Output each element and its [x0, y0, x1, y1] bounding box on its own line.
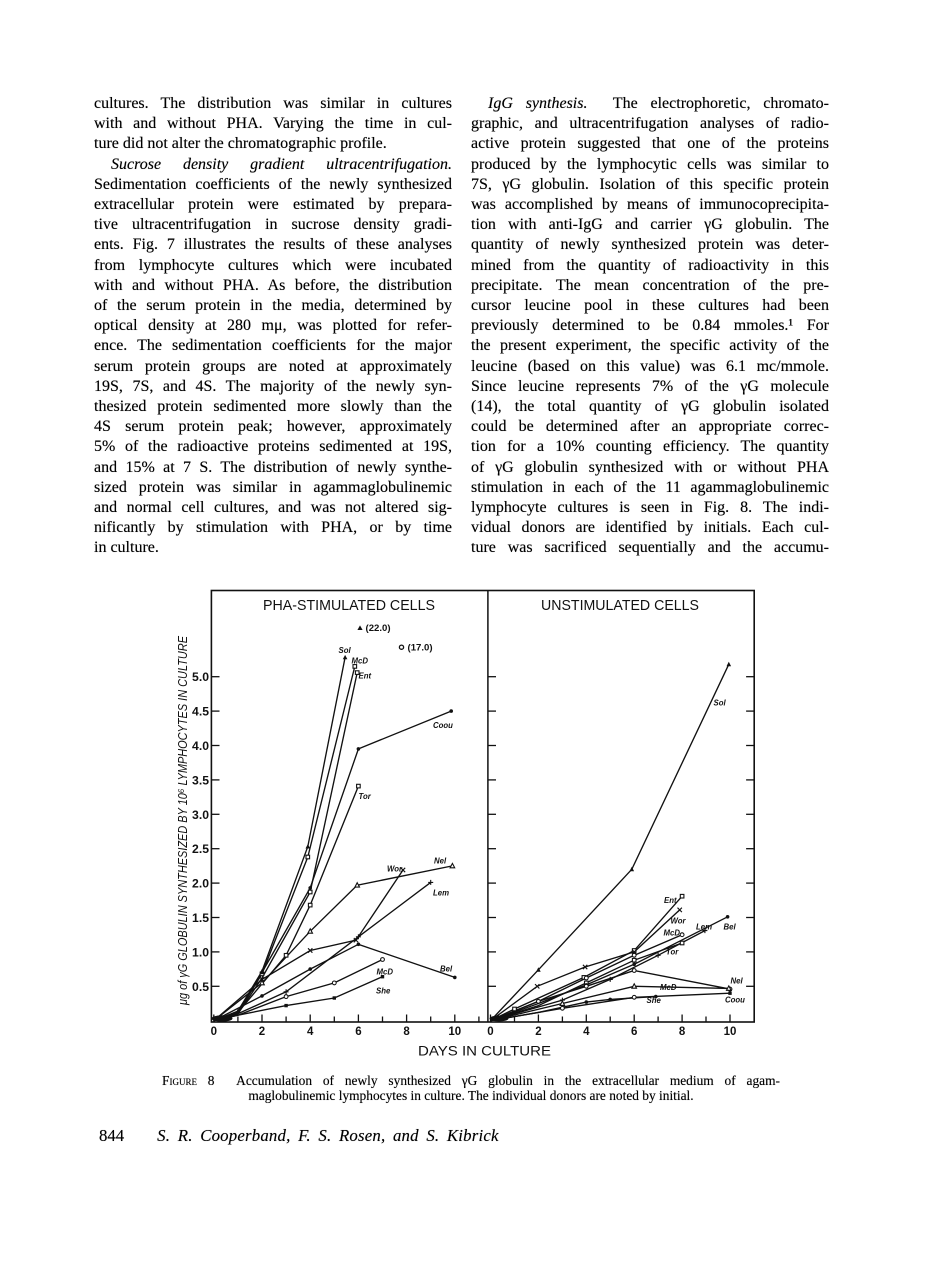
svg-text:2: 2 [535, 1026, 541, 1038]
svg-text:McD: McD [664, 929, 681, 938]
svg-text:8: 8 [679, 1026, 686, 1038]
svg-text:6: 6 [355, 1026, 361, 1038]
svg-text:8: 8 [403, 1026, 410, 1038]
svg-text:UNSTIMULATED CELLS: UNSTIMULATED CELLS [541, 598, 699, 614]
svg-text:2: 2 [259, 1026, 265, 1038]
svg-text:Wor: Wor [387, 865, 403, 874]
svg-text:3.5: 3.5 [192, 773, 209, 787]
svg-text:DAYS IN CULTURE: DAYS IN CULTURE [418, 1044, 551, 1060]
svg-text:4: 4 [307, 1026, 314, 1038]
svg-text:Nel: Nel [434, 857, 447, 866]
svg-text:0.5: 0.5 [192, 980, 209, 994]
svg-text:Lem: Lem [433, 889, 449, 898]
svg-text:μg of γG GLOBULIN SYNTHESIZED: μg of γG GLOBULIN SYNTHESIZED BY 10⁶ LYM… [175, 636, 190, 1006]
svg-text:She: She [647, 996, 662, 1005]
svg-text:Tor: Tor [666, 948, 679, 957]
svg-text:Bel: Bel [440, 965, 453, 974]
svg-text:3.0: 3.0 [192, 808, 209, 822]
svg-text:2.0: 2.0 [192, 877, 209, 891]
svg-text:1.5: 1.5 [192, 911, 209, 925]
svg-text:Ent: Ent [664, 896, 677, 905]
svg-text:4.5: 4.5 [192, 705, 209, 719]
svg-text:McD: McD [660, 983, 677, 992]
svg-text:Coou: Coou [433, 721, 453, 730]
svg-text:McD: McD [377, 968, 394, 977]
svg-text:1.0: 1.0 [192, 945, 209, 959]
svg-text:Sol: Sol [339, 646, 352, 655]
svg-text:(22.0): (22.0) [366, 623, 391, 634]
svg-text:6: 6 [631, 1026, 637, 1038]
svg-text:McD: McD [352, 657, 369, 666]
svg-text:4: 4 [583, 1026, 590, 1038]
svg-text:PHA-STIMULATED CELLS: PHA-STIMULATED CELLS [263, 598, 435, 614]
svg-text:She: She [376, 987, 391, 996]
svg-text:(17.0): (17.0) [408, 643, 433, 654]
svg-text:0: 0 [211, 1026, 217, 1038]
svg-text:Wor: Wor [671, 917, 687, 926]
svg-text:10: 10 [448, 1026, 461, 1038]
svg-text:2.5: 2.5 [192, 842, 209, 856]
svg-text:Coou: Coou [725, 996, 745, 1005]
svg-text:Lem: Lem [696, 923, 712, 932]
svg-text:Tor: Tor [359, 792, 372, 801]
svg-text:Sol: Sol [714, 699, 727, 708]
svg-text:0: 0 [487, 1026, 493, 1038]
svg-text:Nel: Nel [731, 977, 744, 986]
svg-text:4.0: 4.0 [192, 739, 209, 753]
svg-text:Bel: Bel [724, 923, 737, 932]
svg-text:10: 10 [724, 1026, 737, 1038]
svg-text:Ent: Ent [359, 672, 372, 681]
svg-text:5.0: 5.0 [192, 670, 209, 684]
